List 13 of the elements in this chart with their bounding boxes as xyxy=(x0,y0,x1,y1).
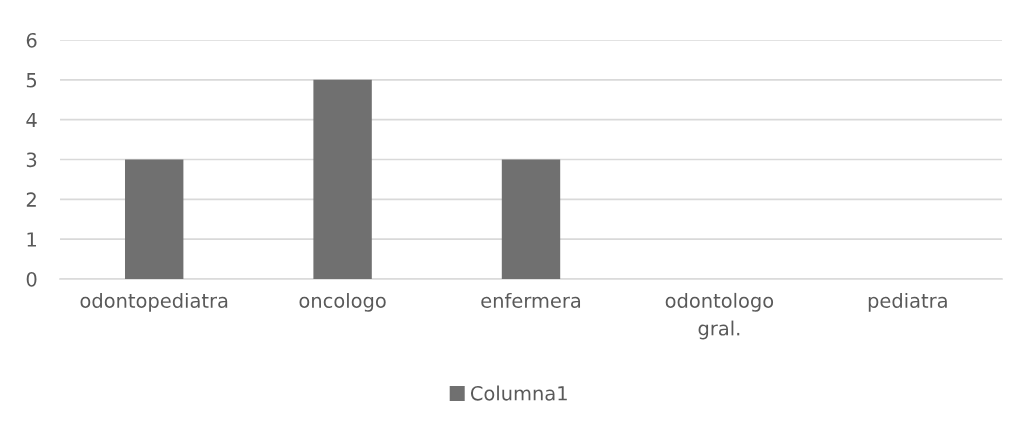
x-tick-label: odontopediatra xyxy=(80,292,228,312)
y-tick-label: 2 xyxy=(26,192,36,207)
x-tick-label: pediatra xyxy=(868,292,947,312)
x-tick-label: enfermera xyxy=(481,292,581,308)
y-tick-label: 0 xyxy=(26,271,37,287)
y-tick-label: 3 xyxy=(26,152,37,168)
x-tick-label: odontologo gral. xyxy=(665,292,774,340)
y-tick-label: 5 xyxy=(26,73,37,88)
x-tick-label: oncologo xyxy=(299,292,386,312)
y-tick-label: 4 xyxy=(26,112,37,128)
y-tick-label: 6 xyxy=(26,32,37,48)
legend-label: Columna1 xyxy=(470,385,567,401)
y-tick-label: 1 xyxy=(27,232,36,247)
